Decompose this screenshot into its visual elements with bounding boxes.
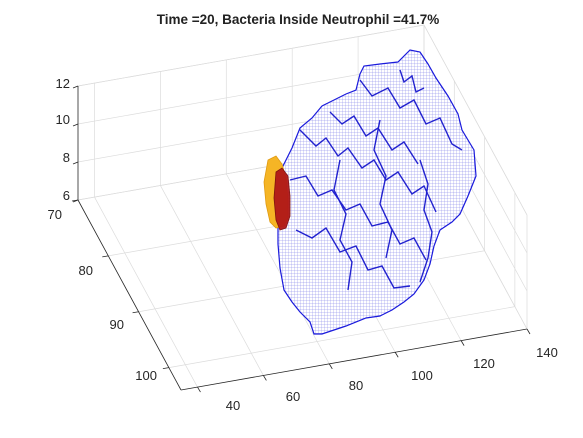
z-tick-label: 8 (63, 150, 70, 165)
x-tick-label: 100 (411, 368, 433, 383)
y-tick-label: 70 (48, 207, 62, 222)
z-tick-mark (72, 199, 79, 203)
z-tick-label: 12 (56, 76, 70, 91)
top-edge-line (77, 24, 425, 87)
x-tick-label: 120 (473, 356, 495, 371)
y-axis-line (77, 199, 182, 391)
chart-title: Time =20, Bacteria Inside Neutrophil =41… (157, 12, 440, 27)
y-tick-label: 90 (110, 317, 124, 332)
x-tick-labels: 40 60 80 100 120 140 (226, 345, 558, 413)
x-tick-mark (460, 340, 465, 346)
z-tick-mark (72, 161, 79, 165)
bacteria-red (273, 167, 291, 231)
x-tick-label: 140 (536, 345, 558, 360)
y-tick-mark (102, 255, 109, 258)
x-tick-mark (526, 328, 531, 335)
z-tick-label: 6 (63, 188, 70, 203)
axes-frame (77, 86, 528, 391)
x-tick-label: 40 (226, 398, 240, 413)
z-tick-mark (72, 85, 79, 89)
z-tick-labels: 6 8 10 12 (56, 76, 70, 203)
floor-grid-line (225, 173, 330, 365)
x-tick-mark (394, 352, 399, 358)
x-tick-label: 80 (349, 378, 363, 393)
volume-render (263, 49, 477, 335)
y-tick-mark (132, 311, 139, 314)
floor-grid-line (160, 185, 264, 376)
y-tick-label: 100 (135, 368, 157, 383)
floor-grid-line (168, 306, 515, 368)
floor-grid-line (94, 196, 198, 388)
x-tick-mark (263, 375, 267, 381)
y-tick-labels: 70 80 90 100 (48, 207, 157, 383)
x-tick-label: 60 (286, 389, 300, 404)
y-tick-label: 80 (79, 263, 93, 278)
z-tick-label: 10 (56, 112, 70, 127)
neutrophil-dense-ridges (289, 69, 463, 291)
neutrophil-volume (277, 49, 477, 335)
x-tick-mark (328, 363, 333, 370)
tick-marks (71, 85, 531, 393)
y-tick-mark (162, 367, 169, 370)
x-axis-line (180, 328, 528, 391)
z-tick-mark (72, 123, 79, 127)
x-tick-mark (197, 386, 201, 393)
top-edge-line (423, 24, 528, 216)
